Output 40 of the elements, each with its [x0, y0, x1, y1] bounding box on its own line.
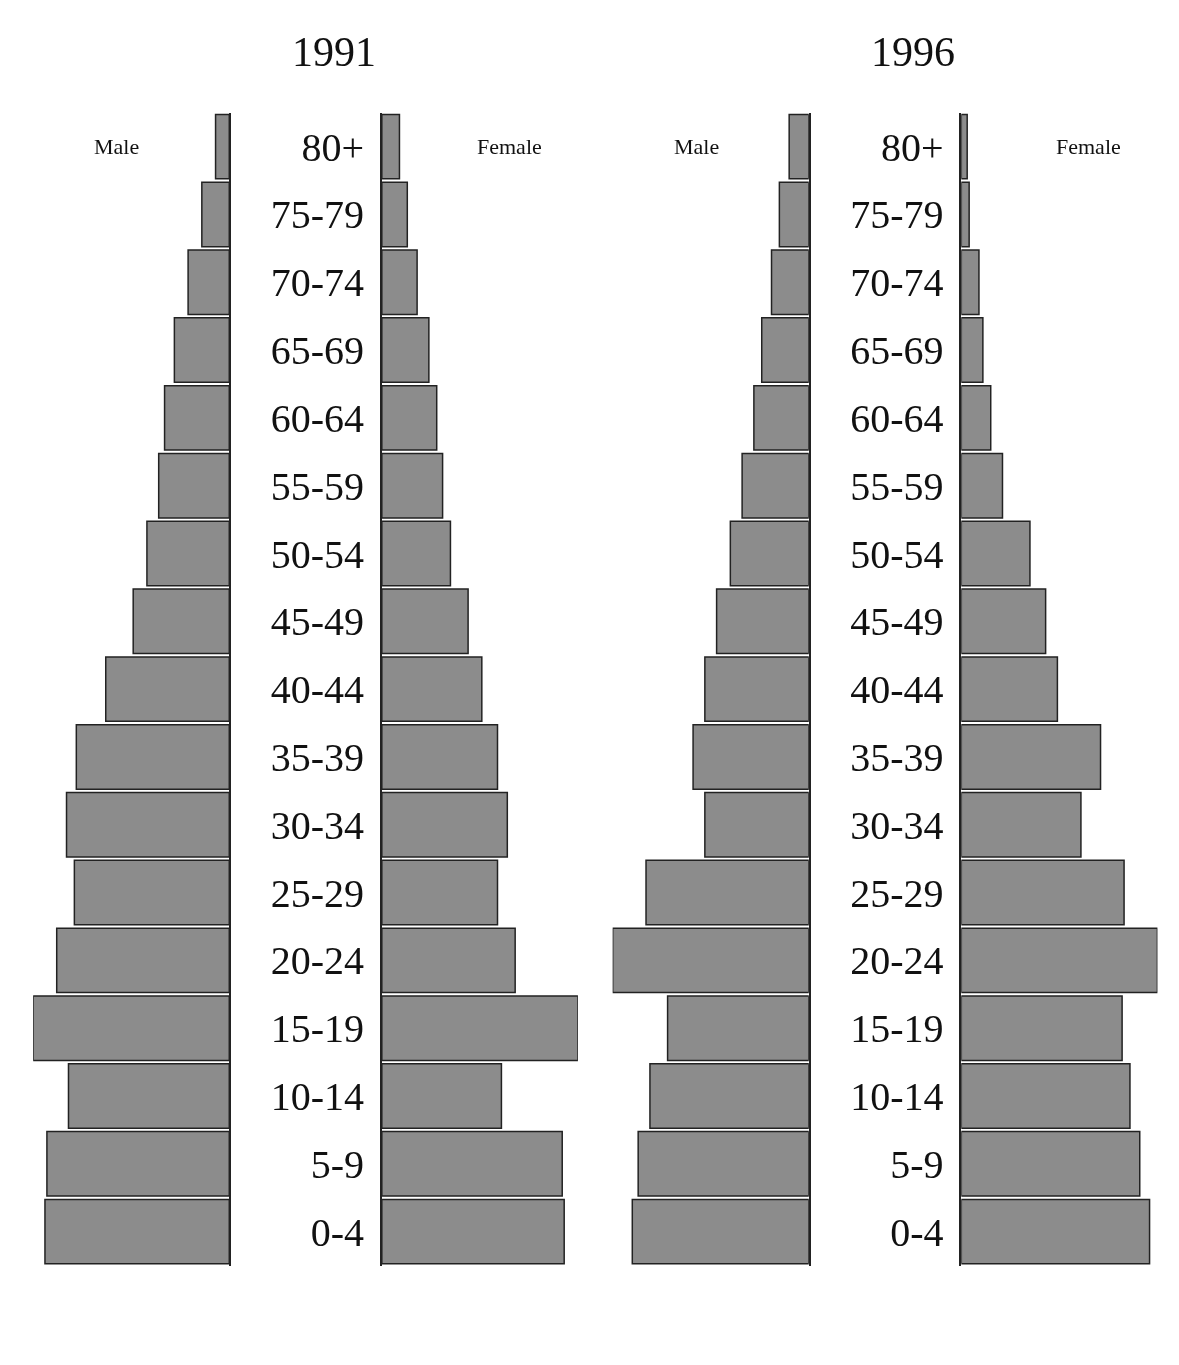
y-tick-label: 45-49 [270, 599, 365, 645]
y-tick-label: 75-79 [850, 192, 944, 238]
y-tick-label: 80+ [880, 124, 944, 170]
chart-title: 1996 [871, 29, 955, 75]
y-tick-label: 25-29 [850, 870, 944, 916]
y-tick-label: 75-79 [270, 192, 365, 238]
y-tick-label: 55-59 [850, 463, 944, 509]
y-tick-label: 25-29 [270, 870, 365, 916]
text: Female [477, 134, 542, 159]
y-tick-label: 40-44 [270, 667, 365, 713]
text: Male [674, 134, 720, 159]
y-tick-label: 50-54 [850, 531, 944, 577]
y-tick-label: 30-34 [270, 802, 365, 848]
y-tick-label: 15-19 [270, 1006, 365, 1052]
y-tick-label: 60-64 [850, 395, 944, 441]
y-tick-label: 65-69 [270, 328, 365, 374]
y-tick-label: 20-24 [850, 938, 944, 984]
text: Male [94, 134, 140, 159]
y-tick-label: 55-59 [270, 463, 365, 509]
y-tick-label: 0-4 [890, 1209, 944, 1255]
text: Female [1056, 134, 1121, 159]
y-tick-label: 10-14 [850, 1073, 944, 1119]
y-tick-label: 5-9 [310, 1141, 365, 1187]
y-tick-label: 30-34 [850, 802, 944, 848]
y-tick-label: 40-44 [850, 667, 944, 713]
y-tick-label: 50-54 [270, 531, 365, 577]
y-tick-label: 20-24 [270, 938, 365, 984]
y-tick-label: 65-69 [850, 328, 944, 374]
y-tick-label: 10-14 [270, 1073, 365, 1119]
y-tick-label: 70-74 [850, 260, 944, 306]
chart-title: 1991 [292, 29, 376, 75]
y-tick-label: 35-39 [270, 734, 365, 780]
y-tick-label: 60-64 [270, 395, 365, 441]
y-tick-label: 5-9 [890, 1141, 944, 1187]
y-tick-label: 80+ [301, 124, 365, 170]
y-tick-label: 0-4 [310, 1209, 365, 1255]
y-tick-label: 35-39 [850, 734, 944, 780]
y-tick-label: 70-74 [270, 260, 365, 306]
y-tick-label: 45-49 [850, 599, 944, 645]
y-tick-label: 15-19 [850, 1006, 944, 1052]
